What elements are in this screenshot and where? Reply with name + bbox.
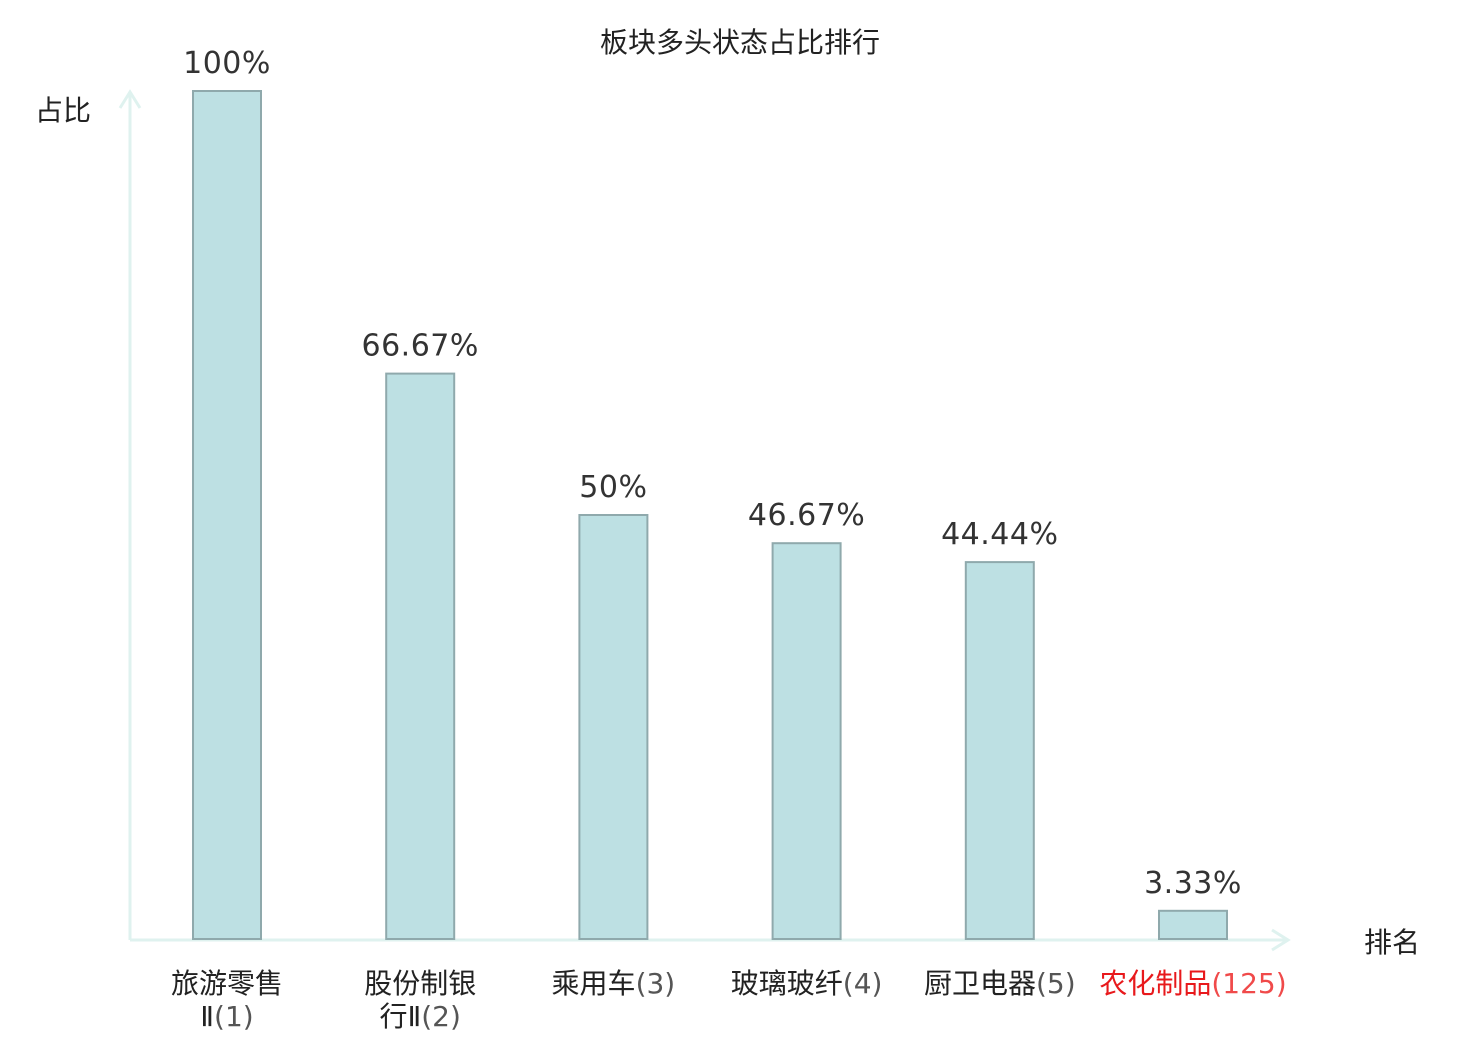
y-axis [118,89,142,940]
bars-group [192,90,1228,941]
bar-3 [578,514,649,940]
category-label-5: 厨卫电器(5) [924,967,1076,1000]
category-rank: (3) [636,967,676,1000]
category-label-3: 乘用车(3) [552,967,676,1000]
bar-5 [964,561,1035,940]
value-labels-group: 100% 66.67% 50% 46.67% 44.44% 3.33% [183,46,1242,901]
bar-4 [771,542,842,940]
category-rank: (125) [1211,967,1286,1000]
category-name-line2: Ⅱ [200,1000,214,1033]
category-label-4: 玻璃玻纤(4) [731,967,883,1000]
category-label-2-line2: 行Ⅱ(2) [379,1000,460,1033]
category-name: 玻璃玻纤 [731,967,843,1000]
value-label-1: 100% [183,46,271,81]
category-name: 乘用车 [552,967,636,1000]
value-label-3: 50% [579,470,647,505]
category-rank: (2) [421,1000,461,1033]
y-axis-label: 占比 [35,94,91,127]
category-rank: (4) [843,967,883,1000]
category-rank: (5) [1036,967,1076,1000]
category-name: 厨卫电器 [924,967,1036,1000]
value-label-6: 3.33% [1144,866,1242,901]
x-axis-label: 排名 [1364,926,1420,959]
chart-title: 板块多头状态占比排行 [600,26,880,59]
value-label-2: 66.67% [362,329,479,364]
x-axis [130,928,1291,952]
category-label-1-line2: Ⅱ(1) [200,1000,253,1033]
category-name: 股份制银 [364,967,476,1000]
category-label-1: 旅游零售 [171,967,283,1000]
category-name: 旅游零售 [171,967,283,1000]
category-label-6: 农化制品(125) [1099,967,1286,1000]
category-label-2: 股份制银 [364,967,476,1000]
bar-6 [1158,909,1228,940]
value-label-4: 46.67% [748,498,865,533]
category-name: 农化制品 [1099,967,1211,1000]
bar-2 [385,372,456,941]
bar-1 [192,90,262,940]
category-name-line2: 行Ⅱ [379,1000,421,1033]
category-rank: (1) [214,1000,254,1033]
value-label-5: 44.44% [941,517,1058,552]
